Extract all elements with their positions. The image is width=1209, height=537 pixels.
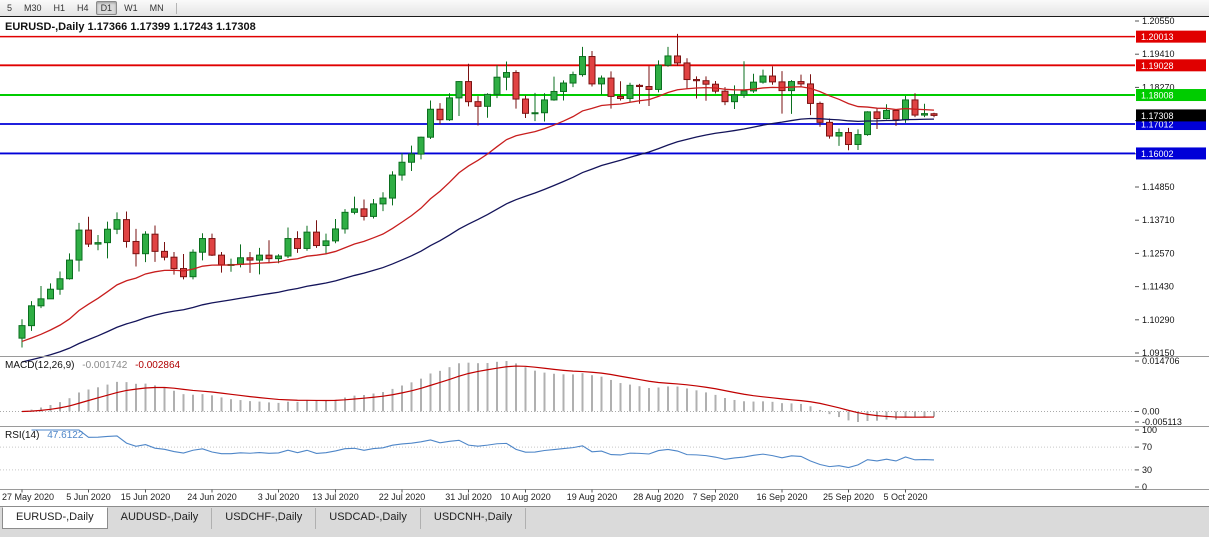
svg-text:70: 70 [1142,442,1152,452]
price-tag-1.18008[interactable]: 1.18008 [1136,89,1206,102]
svg-text:16 Sep 2020: 16 Sep 2020 [756,492,807,502]
chart-tabbar: EURUSD-,Daily AUDUSD-,Daily USDCHF-,Daily U… [0,506,1209,537]
svg-text:30: 30 [1142,465,1152,475]
price-chart-canvas[interactable]: 1.205501.194101.182701.171301.159901.148… [0,17,1209,506]
svg-text:0.00: 0.00 [1142,406,1160,416]
price-tag-1.19028[interactable]: 1.19028 [1136,59,1206,72]
ma-slow-line [21,117,935,363]
svg-text:100: 100 [1142,425,1157,435]
timeframe-button-5[interactable]: 5 [7,3,13,13]
svg-text:1.13710: 1.13710 [1142,215,1175,225]
timeframe-button-h1[interactable]: H1 [53,3,66,13]
svg-text:1.20013: 1.20013 [1141,32,1174,42]
svg-text:24 Jun 2020: 24 Jun 2020 [187,492,237,502]
svg-text:-0.005113: -0.005113 [1142,417,1182,427]
svg-text:1.19028: 1.19028 [1141,61,1174,71]
timeframe-toolbar: 5 M30 H1 H4 D1 W1 MN [0,0,1209,17]
svg-text:1.17012: 1.17012 [1141,120,1174,130]
price-tag-1.16002[interactable]: 1.16002 [1136,147,1206,160]
svg-text:22 Jul 2020: 22 Jul 2020 [379,492,426,502]
svg-text:3 Jul 2020: 3 Jul 2020 [258,492,300,502]
svg-text:15 Jun 2020: 15 Jun 2020 [121,492,171,502]
macd-histogram [30,361,935,422]
svg-text:5 Jun 2020: 5 Jun 2020 [66,492,111,502]
svg-text:1.19410: 1.19410 [1142,49,1175,59]
date-axis[interactable]: 27 May 2020 5 Jun 2020 15 Jun 2020 24 Jun 2… [2,489,928,503]
chart-area: 1.205501.194101.182701.171301.159901.148… [0,17,1209,506]
svg-text:1.18008: 1.18008 [1141,91,1174,101]
toolbar-separator [175,2,177,14]
tab-usdchf-daily[interactable]: USDCHF-,Daily [212,508,317,529]
svg-text:1.11430: 1.11430 [1142,282,1174,292]
tab-usdcad-daily[interactable]: USDCAD-,Daily [316,508,421,529]
svg-text:28 Aug 2020: 28 Aug 2020 [633,492,684,502]
svg-text:1.14850: 1.14850 [1142,182,1175,192]
timeframe-button-mn[interactable]: MN [149,3,164,13]
candles [18,33,938,348]
svg-text:1.17308: 1.17308 [1141,111,1174,121]
svg-text:7 Sep 2020: 7 Sep 2020 [692,492,738,502]
svg-text:19 Aug 2020: 19 Aug 2020 [567,492,618,502]
current-price-tag: 1.17308 [1136,109,1206,122]
svg-text:31 Jul 2020: 31 Jul 2020 [445,492,492,502]
rsi-line [31,429,935,469]
svg-text:1.20550: 1.20550 [1142,17,1175,26]
tab-usdcnh-daily[interactable]: USDCNH-,Daily [421,508,527,529]
tab-eurusd-daily[interactable]: EURUSD-,Daily [2,507,108,529]
svg-text:25 Sep 2020: 25 Sep 2020 [823,492,874,502]
svg-text:1.10290: 1.10290 [1142,315,1175,325]
chart-background [0,17,1209,506]
price-tag-1.20013[interactable]: 1.20013 [1136,30,1206,43]
timeframe-button-d1[interactable]: D1 [95,1,118,15]
tab-audusd-daily[interactable]: AUDUSD-,Daily [108,508,213,529]
timeframe-button-m30[interactable]: M30 [24,3,42,13]
svg-text:1.09150: 1.09150 [1142,348,1175,358]
timeframe-button-w1[interactable]: W1 [124,3,138,13]
ma-fast-line [21,86,935,343]
svg-text:0.014706: 0.014706 [1142,356,1180,366]
svg-text:13 Jul 2020: 13 Jul 2020 [312,492,359,502]
svg-text:1.18270: 1.18270 [1142,82,1175,92]
svg-text:5 Oct 2020: 5 Oct 2020 [883,492,927,502]
svg-text:1.12570: 1.12570 [1142,248,1175,258]
svg-text:1.16002: 1.16002 [1141,149,1174,159]
timeframe-button-h4[interactable]: H4 [77,3,89,13]
macd-signal-line [21,365,935,418]
svg-text:10 Aug 2020: 10 Aug 2020 [500,492,551,502]
svg-text:0: 0 [1142,482,1147,492]
svg-text:27 May 2020: 27 May 2020 [2,492,54,502]
